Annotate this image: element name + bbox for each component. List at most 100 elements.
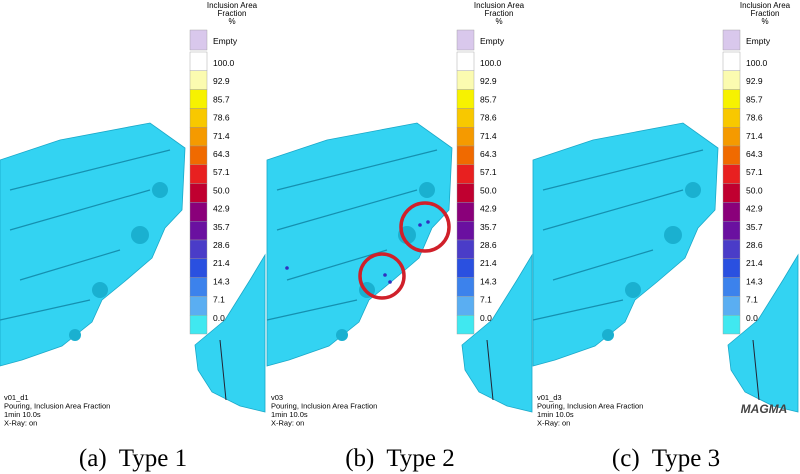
casting-hole: [336, 329, 348, 341]
legend-title: %: [495, 17, 502, 26]
legend-swatch: [456, 315, 475, 335]
casting: [532, 122, 719, 367]
legend-swatch: [722, 202, 741, 222]
legend-swatch: [722, 239, 741, 259]
legend-swatch: [189, 108, 208, 128]
casting-part: [461, 253, 533, 413]
legend-swatch: [189, 126, 208, 147]
info-text: X-Ray: on: [4, 419, 37, 428]
casting-edge: [542, 149, 704, 191]
info-text: 1min 10.0s: [271, 410, 308, 419]
legend-label: 21.4: [746, 258, 763, 268]
info-text: Pouring, Inclusion Area Fraction: [4, 402, 110, 411]
casting: [266, 122, 453, 367]
legend-swatch: [722, 315, 741, 335]
legend-swatch: [722, 220, 741, 241]
legend-label: 85.7: [480, 94, 497, 104]
legend-swatch: [722, 277, 741, 297]
casting-hole: [685, 182, 701, 198]
legend-swatch: [189, 51, 208, 71]
legend-swatch: [189, 164, 208, 184]
legend-swatch: [722, 164, 741, 184]
legend-swatch: [722, 296, 741, 316]
legend-label: 57.1: [213, 167, 230, 177]
legend-swatch: [722, 108, 741, 128]
legend-title: %: [761, 17, 768, 26]
legend-swatch: [456, 202, 475, 222]
legend-label: 28.6: [480, 240, 497, 250]
legend-label: 50.0: [746, 185, 763, 195]
casting-edge: [752, 339, 760, 401]
logo: MAGMA: [741, 402, 788, 416]
casting-hole: [92, 282, 108, 298]
legend-swatch: [456, 89, 475, 109]
casting-hole: [419, 182, 435, 198]
legend-title: Inclusion Area: [740, 1, 791, 10]
caption: (a) Type 1: [79, 445, 187, 472]
legend-swatch: [456, 51, 475, 71]
legend-label: 28.6: [746, 240, 763, 250]
legend-swatch: [456, 183, 475, 203]
inclusion: [426, 220, 430, 224]
casting-edge: [9, 149, 171, 191]
legend-label: 50.0: [213, 185, 230, 195]
legend-label: Empty: [213, 36, 238, 46]
legend-label: 7.1: [746, 295, 758, 305]
legend-label: 21.4: [213, 258, 230, 268]
legend-swatch: [456, 108, 475, 128]
legend-label: 35.7: [213, 222, 230, 232]
casting-edge: [276, 149, 438, 191]
legend-swatch: [189, 70, 208, 90]
legend-label: 0.0: [480, 313, 492, 323]
legend-label: 35.7: [746, 222, 763, 232]
legend-label: 71.4: [480, 131, 497, 141]
legend-label: 92.9: [746, 76, 763, 86]
info-text: 1min 10.0s: [537, 410, 574, 419]
legend-swatch: [189, 220, 208, 241]
legend-title: %: [228, 17, 235, 26]
legend-label: 78.6: [213, 113, 230, 123]
casting-edge: [552, 249, 654, 281]
legend-label: Empty: [480, 36, 505, 46]
legend-title: Fraction: [751, 9, 780, 18]
legend-label: 71.4: [213, 131, 230, 141]
legend-swatch: [722, 51, 741, 71]
info-text: Pouring, Inclusion Area Fraction: [537, 402, 643, 411]
legend-title: Inclusion Area: [474, 1, 525, 10]
legend-label: 42.9: [746, 204, 763, 214]
legend-label: 21.4: [480, 258, 497, 268]
legend-label: 7.1: [213, 295, 225, 305]
legend-label: 64.3: [480, 149, 497, 159]
casting: [0, 122, 186, 367]
casting-edge: [276, 189, 418, 231]
legend-swatch: [456, 70, 475, 90]
legend-label: 100.0: [746, 58, 768, 68]
legend-label: Empty: [746, 36, 771, 46]
casting-edge: [532, 299, 624, 321]
casting-edge: [486, 339, 494, 401]
casting-hole: [152, 182, 168, 198]
legend-swatch: [189, 183, 208, 203]
legend-swatch: [189, 239, 208, 259]
legend-label: 92.9: [480, 76, 497, 86]
legend-label: 57.1: [746, 167, 763, 177]
legend-swatch: [722, 145, 741, 165]
legend-label: 64.3: [213, 149, 230, 159]
casting-edge: [9, 189, 151, 231]
inclusion: [383, 273, 387, 277]
highlight: [358, 252, 406, 300]
inclusion: [285, 266, 289, 270]
legend-swatch: [456, 258, 475, 278]
info-text: X-Ray: on: [271, 419, 304, 428]
legend-label: 100.0: [213, 58, 235, 68]
legend-swatch: [722, 258, 741, 278]
casting-hole: [602, 329, 614, 341]
casting-part: [727, 253, 799, 413]
legend-swatch: [456, 126, 475, 147]
legend-label: 64.3: [746, 149, 763, 159]
legend-swatch: [456, 296, 475, 316]
